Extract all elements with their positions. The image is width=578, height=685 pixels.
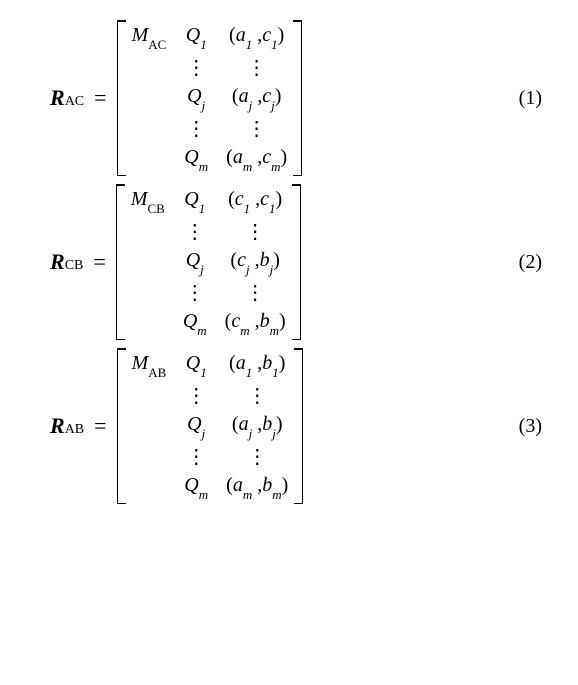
- matrix-pair: (am ,bm): [226, 474, 288, 500]
- matrix-q: Q1: [183, 188, 207, 214]
- vdots-icon: ⋮: [184, 62, 208, 74]
- vdots-icon: ⋮: [184, 390, 208, 402]
- vdots-icon: ⋮: [183, 226, 207, 238]
- vdots-icon: ⋮: [226, 451, 288, 463]
- matrix-q: Qm: [184, 474, 208, 500]
- vdots-icon: ⋮: [226, 390, 288, 402]
- matrix-col1: [131, 220, 165, 243]
- matrix-q: Q1: [184, 352, 208, 378]
- bracket-right: [292, 348, 303, 504]
- matrix-col1: [132, 56, 167, 79]
- lhs-subscript: AC: [65, 94, 84, 110]
- matrix-col1: [132, 415, 167, 438]
- lhs-subscript: CB: [65, 258, 84, 274]
- matrix: MCB Q1 (c1 ,c1) ⋮ ⋮ Qj (cj ,bj) ⋮ ⋮ Qm (cm ,bm…: [116, 184, 301, 340]
- equation-number: (2): [519, 251, 542, 274]
- matrix-pair: (am ,cm): [226, 146, 287, 172]
- matrix-col1: [131, 312, 165, 335]
- bracket-left: [116, 184, 127, 340]
- matrix: MAB Q1 (a1 ,b1) ⋮ ⋮ Qj (aj ,bj) ⋮ ⋮ Qm (am ,bm…: [117, 348, 304, 504]
- matrix-content: MAB Q1 (a1 ,b1) ⋮ ⋮ Qj (aj ,bj) ⋮ ⋮ Qm (am ,bm…: [128, 348, 293, 504]
- bracket-right: [291, 20, 302, 176]
- lhs-symbol: R: [50, 249, 65, 275]
- matrix-pair: (a1 ,c1): [226, 24, 287, 50]
- equation-body: RAB = MAB Q1 (a1 ,b1) ⋮ ⋮ Qj (aj ,bj) ⋮ ⋮ Qm (am…: [20, 348, 303, 504]
- equation-body: RCB = MCB Q1 (c1 ,c1) ⋮ ⋮ Qj (cj ,bj) ⋮ ⋮ Qm (cm…: [20, 184, 301, 340]
- equation-number: (1): [519, 87, 542, 110]
- matrix-col1: MCB: [131, 188, 165, 214]
- vdots-icon: ⋮: [184, 123, 208, 135]
- matrix-col1: [132, 476, 167, 499]
- equation-lhs: RCB: [50, 249, 83, 275]
- matrix-col1: [132, 384, 167, 407]
- bracket-left: [117, 20, 128, 176]
- equation-lhs: RAC: [50, 85, 84, 111]
- matrix-col1: MAB: [132, 352, 167, 378]
- vdots-icon: ⋮: [225, 287, 286, 299]
- equals-sign: =: [93, 249, 105, 275]
- matrix-col1: [132, 117, 167, 140]
- matrix-q: Qj: [184, 85, 208, 111]
- matrix-pair: (aj ,cj): [226, 85, 287, 111]
- bracket-left: [117, 348, 128, 504]
- matrix-col1: [131, 281, 165, 304]
- vdots-icon: ⋮: [225, 226, 286, 238]
- lhs-symbol: R: [50, 413, 65, 439]
- matrix-q: Qm: [184, 146, 208, 172]
- equation-1: RAC = MAC Q1 (a1 ,c1) ⋮ ⋮ Qj (aj ,cj) ⋮ ⋮ Qm (am…: [20, 20, 558, 176]
- matrix-pair: (c1 ,c1): [225, 188, 286, 214]
- matrix-q: Q1: [184, 24, 208, 50]
- equation-number: (3): [519, 415, 542, 438]
- equals-sign: =: [94, 85, 106, 111]
- matrix-col1: [132, 445, 167, 468]
- matrix-q: Qj: [184, 413, 208, 439]
- lhs-subscript: AB: [65, 422, 84, 438]
- lhs-symbol: R: [50, 85, 65, 111]
- matrix-col1: [132, 87, 167, 110]
- equations-container: RAC=MACQ1(a1 ,c1) ⋮⋮ Qj(aj ,cj) ⋮⋮ Qm(am…: [20, 20, 558, 504]
- matrix-q: Qm: [183, 310, 207, 336]
- bracket-right: [290, 184, 301, 340]
- vdots-icon: ⋮: [226, 123, 287, 135]
- matrix-pair: (aj ,bj): [226, 413, 288, 439]
- vdots-icon: ⋮: [183, 287, 207, 299]
- matrix-pair: (cj ,bj): [225, 249, 286, 275]
- equation-body: RAC = MAC Q1 (a1 ,c1) ⋮ ⋮ Qj (aj ,cj) ⋮ ⋮ Qm (am…: [20, 20, 302, 176]
- vdots-icon: ⋮: [226, 62, 287, 74]
- matrix-pair: (a1 ,b1): [226, 352, 288, 378]
- equals-sign: =: [94, 413, 106, 439]
- matrix-col1: [131, 251, 165, 274]
- matrix-content: MCB Q1 (c1 ,c1) ⋮ ⋮ Qj (cj ,bj) ⋮ ⋮ Qm (cm ,bm…: [127, 184, 290, 340]
- matrix-q: Qj: [183, 249, 207, 275]
- matrix-content: MAC Q1 (a1 ,c1) ⋮ ⋮ Qj (aj ,cj) ⋮ ⋮ Qm (am ,cm…: [128, 20, 292, 176]
- matrix-pair: (cm ,bm): [225, 310, 286, 336]
- matrix: MAC Q1 (a1 ,c1) ⋮ ⋮ Qj (aj ,cj) ⋮ ⋮ Qm (am ,cm…: [117, 20, 303, 176]
- equation-2: RCB = MCB Q1 (c1 ,c1) ⋮ ⋮ Qj (cj ,bj) ⋮ ⋮ Qm (cm…: [20, 184, 558, 340]
- equation-lhs: RAB: [50, 413, 84, 439]
- equation-3: RAB = MAB Q1 (a1 ,b1) ⋮ ⋮ Qj (aj ,bj) ⋮ ⋮ Qm (am…: [20, 348, 558, 504]
- matrix-col1: [132, 148, 167, 171]
- vdots-icon: ⋮: [184, 451, 208, 463]
- matrix-col1: MAC: [132, 24, 167, 50]
